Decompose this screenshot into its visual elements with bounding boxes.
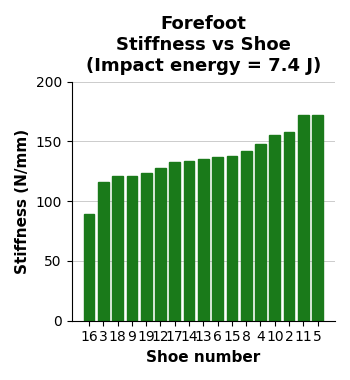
Bar — [112, 176, 123, 321]
Bar — [226, 156, 237, 321]
Bar — [212, 157, 223, 321]
Bar — [270, 136, 280, 321]
X-axis label: Shoe number: Shoe number — [146, 350, 260, 365]
Bar — [241, 151, 252, 321]
Y-axis label: Stiffness (N/mm): Stiffness (N/mm) — [15, 129, 30, 274]
Bar — [155, 168, 166, 321]
Bar — [298, 115, 309, 321]
Bar — [141, 173, 152, 321]
Bar — [169, 162, 180, 321]
Bar — [98, 182, 108, 321]
Bar — [126, 176, 137, 321]
Bar — [198, 159, 209, 321]
Title: Forefoot
Stiffness vs Shoe
(Impact energy = 7.4 J): Forefoot Stiffness vs Shoe (Impact energ… — [86, 15, 321, 74]
Bar — [184, 161, 194, 321]
Bar — [312, 115, 323, 321]
Bar — [284, 132, 294, 321]
Bar — [255, 144, 266, 321]
Bar — [84, 214, 94, 321]
